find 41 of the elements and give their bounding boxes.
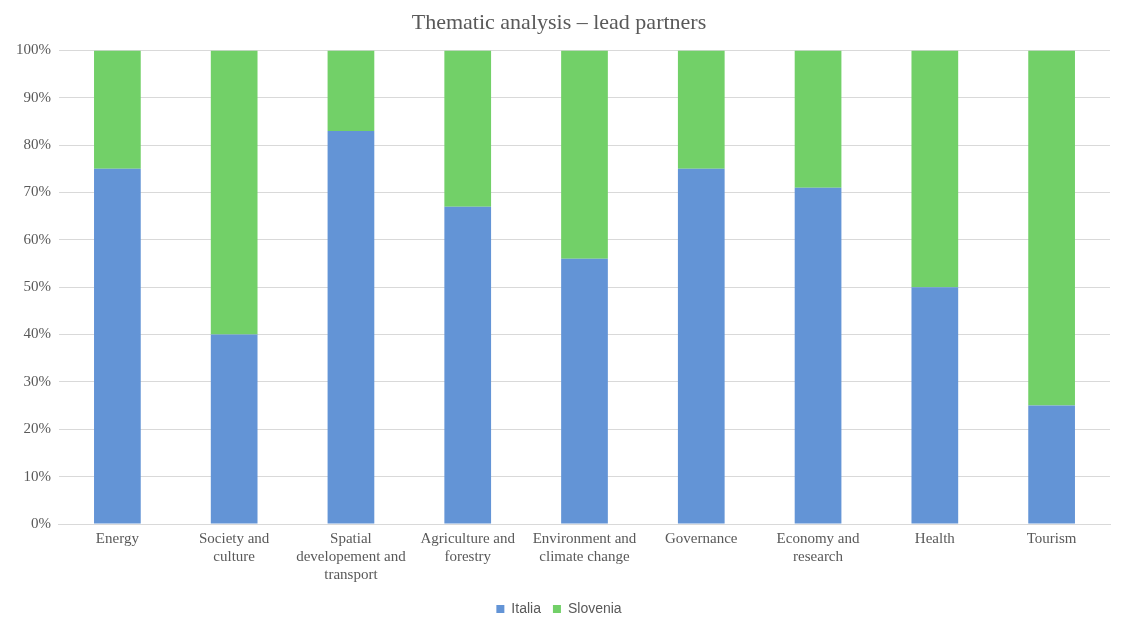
legend-label: Slovenia [567, 599, 622, 616]
chart-title: Thematic analysis – lead partners [411, 8, 707, 34]
bar [677, 50, 725, 169]
bar [327, 50, 375, 131]
y-tick-label: 60% [23, 230, 51, 247]
bar [94, 168, 141, 524]
x-tick-label: Spatial developement and transport [296, 529, 407, 582]
x-tick-label: Environment and climate change [532, 529, 637, 564]
bar [794, 50, 842, 188]
y-tick-label: 70% [23, 183, 51, 200]
bar [210, 334, 258, 524]
y-tick-label: 20% [23, 420, 51, 437]
bar [911, 50, 959, 288]
x-tick-label: Society and culture [198, 529, 270, 564]
bar [444, 50, 492, 207]
bar [911, 287, 959, 524]
x-tick-label: Energy [95, 529, 140, 546]
y-tick-label: 30% [23, 372, 51, 389]
bar [794, 187, 842, 524]
y-tick-label: 40% [23, 325, 51, 342]
bar [677, 168, 725, 524]
legend-label: Italia [511, 599, 542, 616]
y-tick-label: 50% [23, 278, 51, 295]
bar [1028, 50, 1075, 406]
x-tick-label: Tourism [1026, 529, 1077, 546]
bar [444, 206, 492, 524]
y-tick-label: 100% [16, 41, 51, 58]
y-tick-label: 0% [31, 514, 51, 531]
bar [94, 50, 141, 169]
bar [210, 50, 258, 335]
y-tick-label: 90% [23, 88, 51, 105]
bar [561, 50, 608, 259]
bar [327, 130, 375, 524]
y-tick-label: 80% [23, 136, 51, 153]
x-tick-label: Governance [665, 529, 738, 546]
x-tick-label: Economy and research [776, 529, 860, 564]
bar [1028, 405, 1075, 524]
y-tick-label: 10% [23, 467, 51, 484]
x-tick-label: Agriculture and forestry [420, 529, 516, 564]
bar [561, 258, 608, 524]
x-tick-label: Health [914, 529, 956, 546]
